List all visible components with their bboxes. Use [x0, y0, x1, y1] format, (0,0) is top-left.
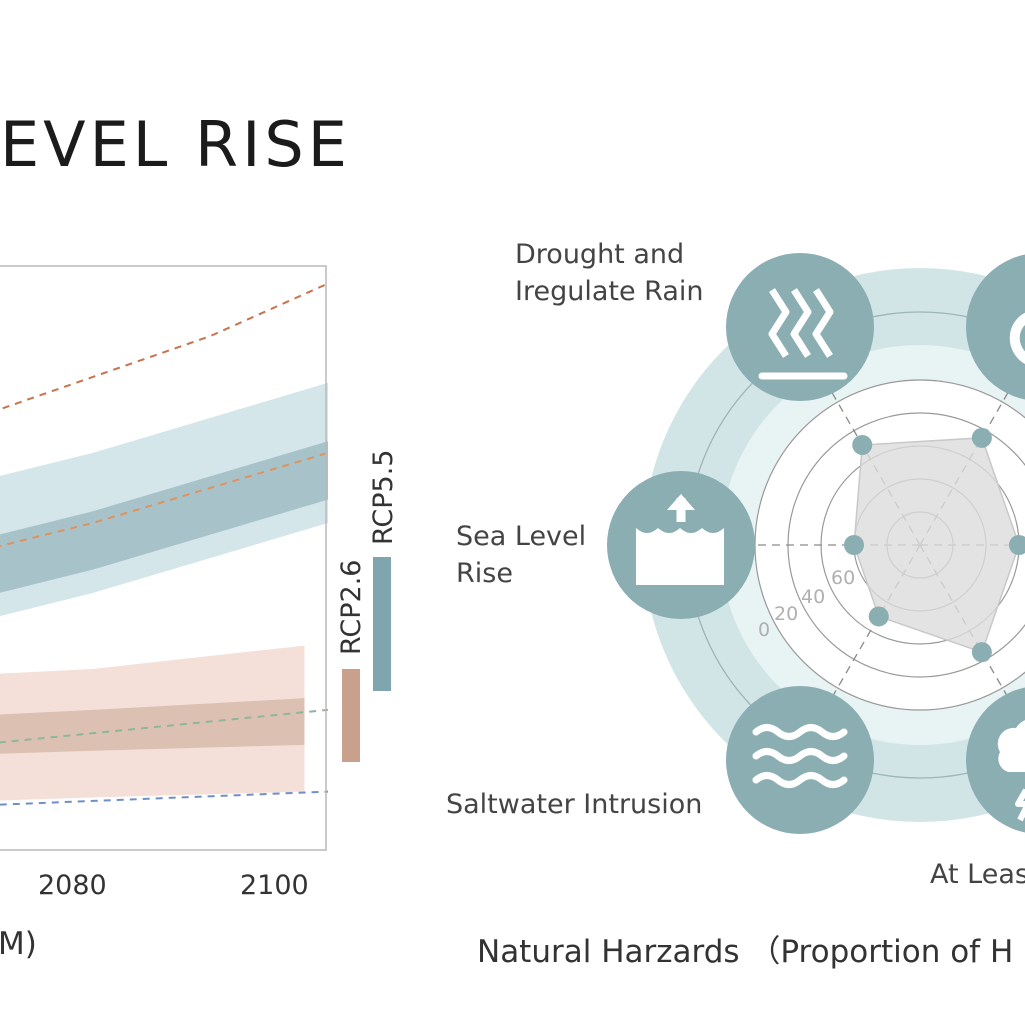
storm-icon: [966, 254, 1025, 400]
legend-swatch-RCP2.6: [342, 669, 360, 762]
page-title: EVEL RISE: [0, 108, 351, 181]
radar-chart: 0 20 40 60: [607, 253, 1025, 834]
cloud-storm-icon: [966, 687, 1025, 833]
radar-tick-label: 0: [758, 619, 770, 641]
hazard-label-line: Sea Level: [456, 521, 587, 552]
hazard-label-line: Drought and: [515, 239, 685, 270]
radar-point: [971, 642, 992, 663]
hazard-label-sea-level: Sea Level Rise: [456, 518, 586, 592]
dashed-line-middle-orange: [0, 451, 329, 548]
radar-chart-title: Natural Harzards （Proportion of H: [477, 934, 1014, 970]
plot-frame: [0, 265, 327, 851]
legend-swatch-RCP5.5: [373, 557, 391, 691]
band-RCP5.5-inner: [0, 441, 328, 593]
hazard-label-line: Rise: [456, 558, 513, 589]
radar-point: [1009, 535, 1025, 555]
x-axis-label: M): [0, 926, 37, 962]
sea-level-rise-icon: [607, 471, 755, 619]
x-tick-label: 2080: [38, 870, 107, 901]
x-tick-label: 2100: [240, 870, 309, 901]
radar-point: [971, 427, 992, 448]
hazard-label-saltwater: Saltwater Intrusion: [446, 789, 703, 820]
radar-tick-label: 40: [801, 586, 825, 608]
radar-tick-label: 20: [774, 603, 798, 625]
hazard-label-drought: Drought and Iregulate Rain: [515, 236, 704, 310]
band-RCP2.6-inner: [0, 698, 305, 754]
hazard-label-at-least: At Leas: [930, 859, 1025, 890]
radar-point: [844, 535, 864, 555]
water-waves-icon: [726, 686, 874, 834]
legend-label: RCP5.5: [368, 450, 399, 546]
heat-waves-icon: [726, 253, 874, 401]
hazard-label-line: Iregulate Rain: [515, 276, 704, 307]
radar-tick-label: 60: [831, 567, 855, 589]
radar-point: [852, 434, 873, 455]
radar-point: [868, 606, 889, 627]
legend-label: RCP2.6: [336, 560, 367, 656]
